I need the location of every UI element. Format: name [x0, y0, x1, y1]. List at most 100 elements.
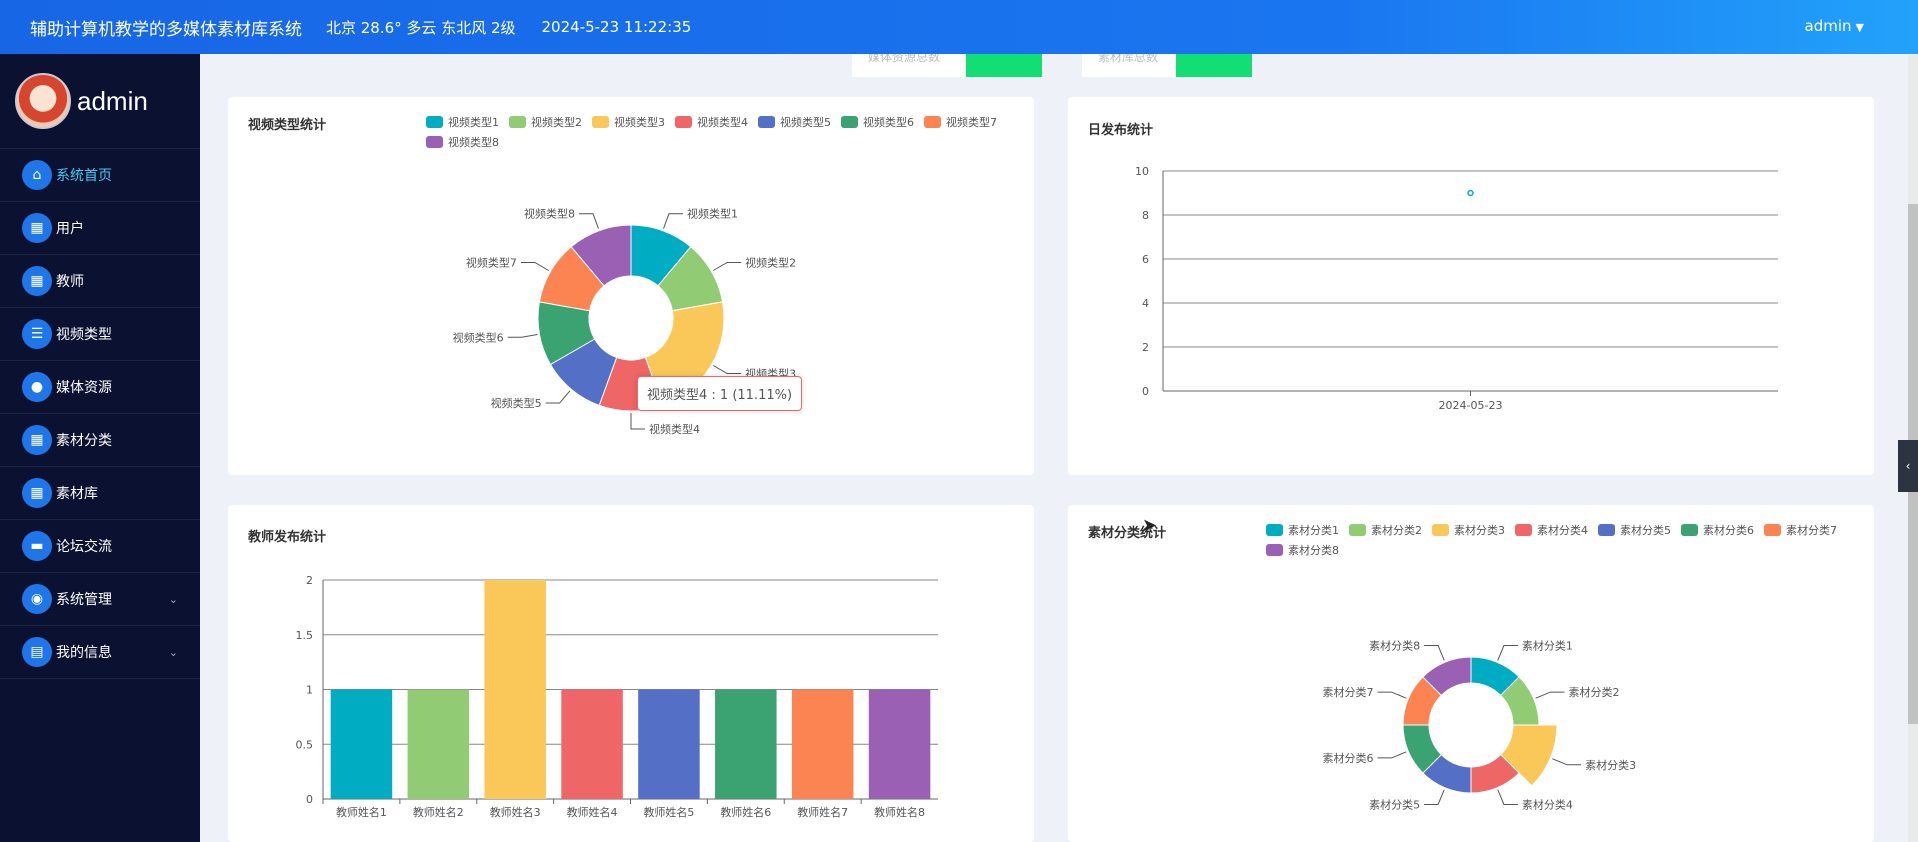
slice-label: 视频类型6 — [453, 330, 504, 344]
legend-item[interactable]: 视频类型8 — [426, 134, 499, 150]
legend-item[interactable]: 素材分类6 — [1681, 522, 1754, 538]
slice-label: 素材分类8 — [1369, 639, 1420, 653]
legend-swatch — [1681, 524, 1698, 536]
chart-legend: 视频类型1 视频类型2 视频类型3 视频类型4 视频类型5 视频类型6 视频类型7 视频类型8 — [426, 114, 1026, 150]
bar — [638, 689, 700, 799]
slice-label: 素材分类1 — [1522, 639, 1573, 653]
card-icon: ▤ — [22, 637, 52, 667]
sidebar-item[interactable]: ▦ 用户 — [0, 202, 200, 255]
slice-label: 视频类型2 — [745, 256, 796, 270]
x-tick-label: 教师姓名6 — [720, 805, 771, 819]
x-tick-label: 教师姓名3 — [490, 805, 541, 819]
legend-item[interactable]: 视频类型5 — [758, 114, 831, 130]
leader-line — [507, 334, 538, 338]
legend-label: 素材分类3 — [1454, 524, 1505, 537]
video-type-card: 视频类型统计 视频类型1 视频类型2 视频类型3 视频类型4 视频类型5 视频类型6 视频类… — [228, 97, 1034, 475]
legend-item[interactable]: 视频类型4 — [675, 114, 748, 130]
sidebar-item[interactable]: ▬ 论坛交流 — [0, 520, 200, 573]
user-name: admin — [1804, 17, 1852, 35]
x-tick-label: 教师姓名8 — [874, 805, 925, 819]
pie-slice — [1422, 656, 1472, 697]
legend-swatch — [1598, 524, 1615, 536]
material-pie: 素材分类1 素材分类2 素材分类3 素材分类4 素材分类5 素材分类6 素材分类7 素材分类8 — [1323, 639, 1637, 812]
slice-label: 视频类型4 — [649, 422, 700, 436]
sidebar-item-label: 论坛交流 — [56, 539, 112, 555]
card-title: 日发布统计 — [1088, 123, 1154, 138]
legend-swatch — [1266, 524, 1283, 536]
x-tick-label: 教师姓名5 — [643, 805, 694, 819]
sidebar: admin ⌂ 系统首页 ▦ 用户 ▦ 教师 ☰ 视频类型 ● 媒体资源 ▦ 素材分类 ▦ 素材库 ▬ 论坛交… — [0, 54, 200, 842]
x-tick-label: 教师姓名2 — [413, 805, 464, 819]
chart-legend: 素材分类1 素材分类2 素材分类3 素材分类4 素材分类5 素材分类6 素材分类7 素材分类8 — [1266, 522, 1866, 558]
leader-line — [1377, 691, 1407, 699]
collapse-panel-button[interactable]: ‹ — [1898, 440, 1918, 492]
legend-item[interactable]: 素材分类8 — [1266, 542, 1339, 558]
slice-label: 素材分类7 — [1323, 685, 1374, 699]
slice-label: 素材分类3 — [1585, 758, 1636, 772]
legend-item[interactable]: 素材分类4 — [1515, 522, 1588, 538]
bar — [868, 689, 931, 799]
legend-item[interactable]: 视频类型7 — [924, 114, 997, 130]
y-tick-label: 0.5 — [296, 738, 314, 751]
slice-label: 视频类型1 — [687, 207, 738, 221]
sidebar-item[interactable]: ▤ 我的信息 ⌄ — [0, 626, 200, 679]
teacher-card: 教师发布统计 0 0.5 1 1.5 2 教师姓名1 教师姓名2 教师姓名3 教师姓名4 教师姓名… — [228, 505, 1034, 842]
legend-item[interactable]: 视频类型2 — [509, 114, 582, 130]
legend-item[interactable]: 视频类型1 — [426, 114, 499, 130]
legend-swatch — [1764, 524, 1781, 536]
user-menu[interactable]: admin ▼ — [1805, 17, 1864, 35]
leader-line — [630, 413, 645, 430]
slice-label: 视频类型8 — [524, 207, 575, 221]
legend-label: 视频类型1 — [448, 116, 499, 129]
sidebar-item[interactable]: ◉ 系统管理 ⌄ — [0, 573, 200, 626]
legend-label: 视频类型4 — [697, 116, 748, 129]
y-tick-label: 0 — [306, 793, 313, 806]
sidebar-item-label: 用户 — [56, 221, 84, 237]
leader-line — [579, 213, 599, 229]
legend-item[interactable]: 素材分类2 — [1349, 522, 1422, 538]
legend-label: 视频类型3 — [614, 116, 665, 129]
stat-label-media: 媒体资源总数 — [868, 54, 941, 64]
x-tick-label: 2024-05-23 — [1439, 399, 1503, 412]
bar — [484, 580, 546, 799]
sidebar-item[interactable]: ⌂ 系统首页 — [0, 149, 200, 202]
card-title: 教师发布统计 — [248, 530, 327, 545]
legend-item[interactable]: 素材分类7 — [1764, 522, 1837, 538]
legend-item[interactable]: 素材分类5 — [1598, 522, 1671, 538]
bar — [791, 689, 854, 799]
slice-label: 素材分类6 — [1323, 751, 1374, 765]
leader-line — [545, 390, 571, 404]
legend-swatch — [426, 116, 443, 128]
stat-accent-media — [966, 54, 1042, 77]
y-tick-label: 1 — [306, 684, 313, 697]
sidebar-item[interactable]: ☰ 视频类型 — [0, 308, 200, 361]
mouse-cursor-icon: ➤ — [1142, 515, 1158, 536]
legend-item[interactable]: 视频类型6 — [841, 114, 914, 130]
stat-label-material: 素材库总数 — [1098, 54, 1159, 64]
sidebar-item-label: 我的信息 — [56, 645, 112, 661]
legend-label: 素材分类8 — [1288, 544, 1339, 557]
chevron-down-icon: ⌄ — [168, 645, 178, 659]
legend-swatch — [675, 116, 692, 128]
sidebar-item[interactable]: ▦ 教师 — [0, 255, 200, 308]
y-tick-label: 2 — [1142, 341, 1149, 354]
sidebar-item[interactable]: ▦ 素材分类 — [0, 414, 200, 467]
y-tick-label: 1.5 — [296, 629, 314, 642]
sidebar-item[interactable]: ● 媒体资源 — [0, 361, 200, 414]
leader-line — [1535, 691, 1565, 699]
grid-icon: ▦ — [22, 213, 52, 243]
legend-label: 素材分类5 — [1620, 524, 1671, 537]
slice-label: 视频类型7 — [466, 256, 517, 270]
x-tick-label: 教师姓名7 — [797, 805, 848, 819]
legend-item[interactable]: 素材分类3 — [1432, 522, 1505, 538]
sidebar-item-label: 媒体资源 — [56, 380, 112, 396]
briefcase-icon: ▬ — [22, 531, 52, 561]
slice-label: 素材分类2 — [1568, 685, 1619, 699]
sidebar-item[interactable]: ▦ 素材库 — [0, 467, 200, 520]
leader-line — [713, 365, 742, 374]
teacher-bar-chart: 0 0.5 1 1.5 2 教师姓名1 教师姓名2 教师姓名3 教师姓名4 教师姓名5 教师姓名6 教… — [296, 574, 938, 819]
pie-slice — [570, 224, 632, 287]
legend-item[interactable]: 素材分类1 — [1266, 522, 1339, 538]
legend-item[interactable]: 视频类型3 — [592, 114, 665, 130]
